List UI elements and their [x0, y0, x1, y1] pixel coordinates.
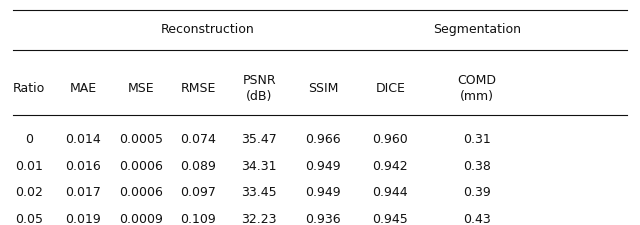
Text: Segmentation: Segmentation — [433, 23, 521, 36]
Text: 0.014: 0.014 — [65, 133, 101, 146]
Text: 0.966: 0.966 — [305, 133, 341, 146]
Text: MSE: MSE — [127, 82, 154, 95]
Text: 0.0006: 0.0006 — [119, 186, 163, 199]
Text: 33.45: 33.45 — [241, 186, 277, 199]
Text: 0.960: 0.960 — [372, 133, 408, 146]
Text: 0.016: 0.016 — [65, 160, 101, 173]
Text: 0.43: 0.43 — [463, 213, 491, 225]
Text: 0.01: 0.01 — [15, 160, 43, 173]
Text: 0.05: 0.05 — [15, 213, 43, 225]
Text: RMSE: RMSE — [180, 82, 216, 95]
Text: 0.0005: 0.0005 — [119, 133, 163, 146]
Text: 0.0009: 0.0009 — [119, 213, 163, 225]
Text: 0.936: 0.936 — [305, 213, 341, 225]
Text: 0.019: 0.019 — [65, 213, 101, 225]
Text: 0.0006: 0.0006 — [119, 160, 163, 173]
Text: 0.097: 0.097 — [180, 186, 216, 199]
Text: 0.089: 0.089 — [180, 160, 216, 173]
Text: 0.31: 0.31 — [463, 133, 491, 146]
Text: 0.109: 0.109 — [180, 213, 216, 225]
Text: PSNR
(dB): PSNR (dB) — [243, 74, 276, 103]
Text: SSIM: SSIM — [308, 82, 339, 95]
Text: 0.944: 0.944 — [372, 186, 408, 199]
Text: 0.02: 0.02 — [15, 186, 43, 199]
Text: 0: 0 — [25, 133, 33, 146]
Text: 0.39: 0.39 — [463, 186, 491, 199]
Text: 0.017: 0.017 — [65, 186, 101, 199]
Text: 0.38: 0.38 — [463, 160, 491, 173]
Text: COMD
(mm): COMD (mm) — [458, 74, 496, 103]
Text: 35.47: 35.47 — [241, 133, 277, 146]
Text: Reconstruction: Reconstruction — [161, 23, 255, 36]
Text: MAE: MAE — [70, 82, 97, 95]
Text: 0.949: 0.949 — [305, 160, 341, 173]
Text: 0.074: 0.074 — [180, 133, 216, 146]
Text: DICE: DICE — [376, 82, 405, 95]
Text: 34.31: 34.31 — [241, 160, 277, 173]
Text: 0.942: 0.942 — [372, 160, 408, 173]
Text: 0.949: 0.949 — [305, 186, 341, 199]
Text: 32.23: 32.23 — [241, 213, 277, 225]
Text: Ratio: Ratio — [13, 82, 45, 95]
Text: 0.945: 0.945 — [372, 213, 408, 225]
